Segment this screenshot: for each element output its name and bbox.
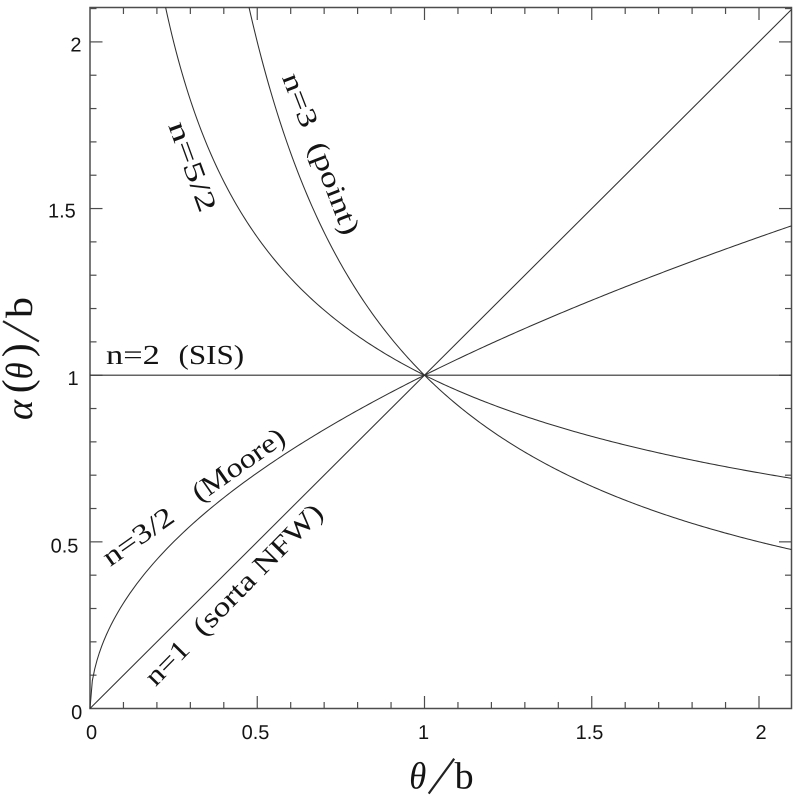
svg-text:n=2: n=2 (106, 339, 160, 370)
svg-text:b: b (0, 297, 41, 318)
svg-text:1: 1 (67, 368, 78, 390)
svg-text:1.5: 1.5 (48, 201, 76, 223)
svg-text:b: b (455, 756, 474, 798)
svg-text:0.5: 0.5 (242, 722, 270, 744)
svg-text:0: 0 (86, 722, 97, 744)
svg-text:2: 2 (755, 722, 766, 744)
svg-text:): ) (0, 343, 41, 357)
svg-text:θ: θ (0, 362, 41, 379)
svg-text:(SIS): (SIS) (179, 339, 245, 370)
svg-text:α: α (0, 399, 41, 420)
svg-text:1: 1 (418, 722, 429, 744)
svg-text:0.5: 0.5 (51, 535, 79, 557)
svg-text:(: ( (0, 379, 41, 393)
svg-text:θ: θ (409, 756, 426, 798)
svg-text:0: 0 (71, 702, 82, 724)
svg-text:1.5: 1.5 (576, 722, 604, 744)
svg-text:2: 2 (70, 34, 81, 56)
